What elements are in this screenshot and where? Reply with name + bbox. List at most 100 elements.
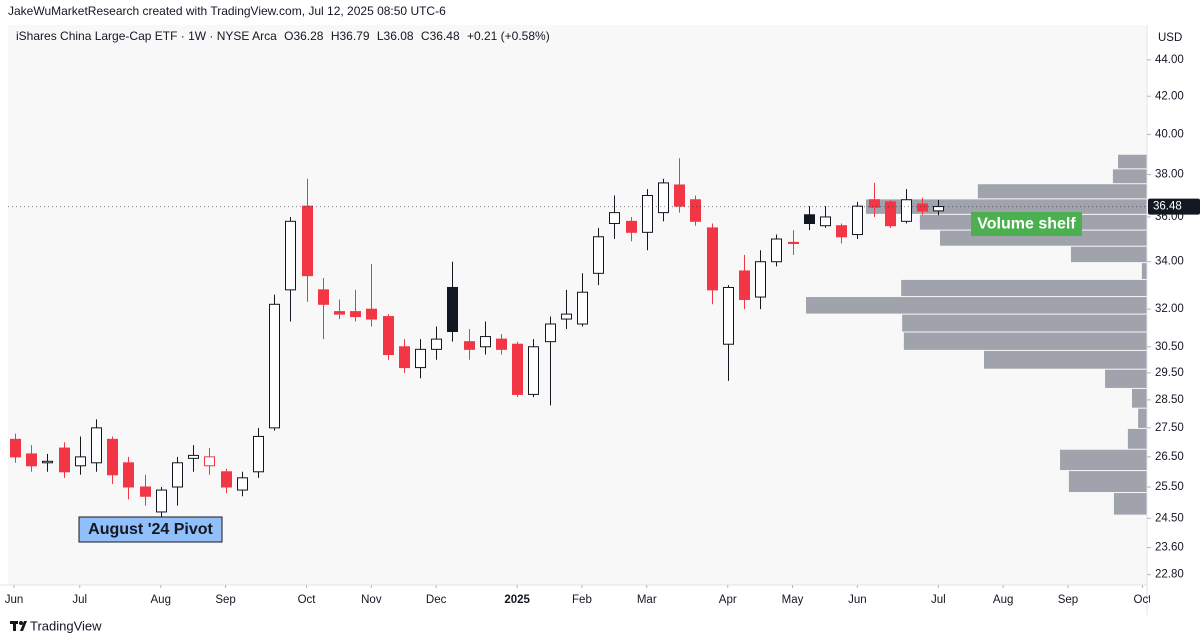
x-tick-label: Dec (426, 594, 447, 606)
y-tick-label: 38.00 (1155, 169, 1184, 181)
candle-body (123, 462, 134, 488)
candle-body (561, 313, 572, 320)
candle-body (285, 220, 296, 291)
profile-bar (977, 184, 1147, 199)
candle-body (42, 460, 53, 464)
candle-body (577, 291, 588, 325)
attribution: JakeWuMarketResearch created with Tradin… (8, 4, 446, 18)
candle-body (221, 471, 232, 488)
y-tick-label: 27.50 (1155, 422, 1184, 434)
annotation-pivot: August '24 Pivot (88, 521, 213, 538)
profile-bar (1118, 154, 1147, 169)
candle-body (140, 486, 151, 497)
profile-bar (1113, 493, 1147, 515)
y-tick-label: 24.50 (1155, 512, 1184, 524)
y-tick-label: 44.00 (1155, 54, 1184, 66)
candle-body (658, 182, 669, 214)
candle-body (917, 203, 928, 212)
legend-open: O36.28 (284, 29, 324, 43)
candle-body (91, 427, 102, 464)
candle-body (820, 216, 831, 227)
profile-bar (1112, 169, 1147, 184)
x-tick-label: Apr (719, 594, 737, 606)
x-tick-label: Jul (72, 594, 87, 606)
candle-body (269, 303, 280, 429)
candle-body (512, 343, 523, 395)
legend-change: +0.21 (+0.58%) (467, 29, 550, 43)
y-tick-label: 32.00 (1155, 303, 1184, 315)
profile-bar (1070, 246, 1147, 263)
candle-body (690, 199, 701, 222)
profile-bar (902, 314, 1147, 332)
candle-body (545, 323, 556, 343)
candle-body (496, 338, 507, 350)
candle-body (464, 341, 475, 350)
profile-bar (903, 332, 1147, 350)
candle-body (107, 438, 118, 476)
legend-title: iShares China Large-Cap ETF · 1W · NYSE … (16, 29, 277, 43)
annotation-box (971, 212, 1082, 236)
candles (10, 158, 944, 519)
price-tag-label: 36.48 (1153, 201, 1182, 213)
y-tick-label: 25.50 (1155, 481, 1184, 493)
x-tick-label: Jun (5, 594, 24, 606)
profile-bar (901, 279, 1147, 297)
profile-bar (1127, 428, 1147, 449)
y-tick-label: 28.50 (1155, 394, 1184, 406)
candle-body (804, 214, 815, 225)
profile-bar (1105, 369, 1147, 388)
y-tick-label: 34.00 (1155, 256, 1184, 268)
x-tick-label: Sep (215, 594, 235, 606)
candle-body (771, 238, 782, 263)
profile-bar (806, 297, 1147, 314)
y-tick-label: 22.80 (1155, 569, 1184, 581)
candle-body (885, 201, 896, 227)
legend-high: H36.79 (331, 29, 370, 43)
x-axis: Jun Jul Aug Sep Oct Nov Dec 2025 Feb Mar Apr May Jun… (5, 585, 1153, 606)
candle-body (318, 289, 329, 305)
candle-body (528, 346, 539, 395)
candle-body (399, 346, 410, 369)
candle-body (836, 225, 847, 238)
candle-body (852, 205, 863, 236)
candle-body (59, 447, 70, 473)
price-tag (1148, 198, 1200, 215)
candle-body (755, 261, 766, 298)
candle-body (626, 220, 637, 233)
footer-logo (10, 621, 27, 631)
legend-close: C36.48 (421, 29, 460, 43)
candle-body (674, 184, 685, 207)
footer-brand: TradingView (30, 618, 102, 633)
candle-body (642, 194, 653, 233)
candle-body (366, 308, 377, 320)
x-tick-label: Jul (931, 594, 946, 606)
y-tick-label: 30.50 (1155, 341, 1184, 353)
y-tick-label: 26.50 (1155, 451, 1184, 463)
x-tick-label: Feb (572, 594, 592, 606)
annotation-volume-shelf: Volume shelf (977, 216, 1076, 233)
x-tick-label: Aug (151, 594, 171, 606)
legend: iShares China Large-Cap ETF · 1W · NYSE … (16, 29, 550, 43)
candle-body (869, 199, 880, 208)
candle-body (447, 286, 458, 333)
profile-bar (1060, 449, 1147, 471)
x-tick-label: Oct (1134, 594, 1153, 606)
y-tick-label: 29.50 (1155, 367, 1184, 379)
candle-body (723, 286, 734, 345)
candle-body (480, 336, 491, 348)
candle-body (933, 206, 944, 212)
candle-body (302, 205, 313, 277)
x-tick-label: Oct (298, 594, 317, 606)
profile-bar (1068, 471, 1147, 493)
candle-body (204, 456, 215, 467)
y-tick-label: 23.60 (1155, 542, 1184, 554)
profile-bar (1138, 408, 1147, 428)
x-tick-label: Sep (1058, 594, 1078, 606)
candle-body (431, 338, 442, 350)
candle-body (707, 227, 718, 291)
y-tick-label: 42.00 (1155, 90, 1184, 102)
x-tick-label: Nov (361, 594, 382, 606)
x-tick-label: Mar (637, 594, 657, 606)
